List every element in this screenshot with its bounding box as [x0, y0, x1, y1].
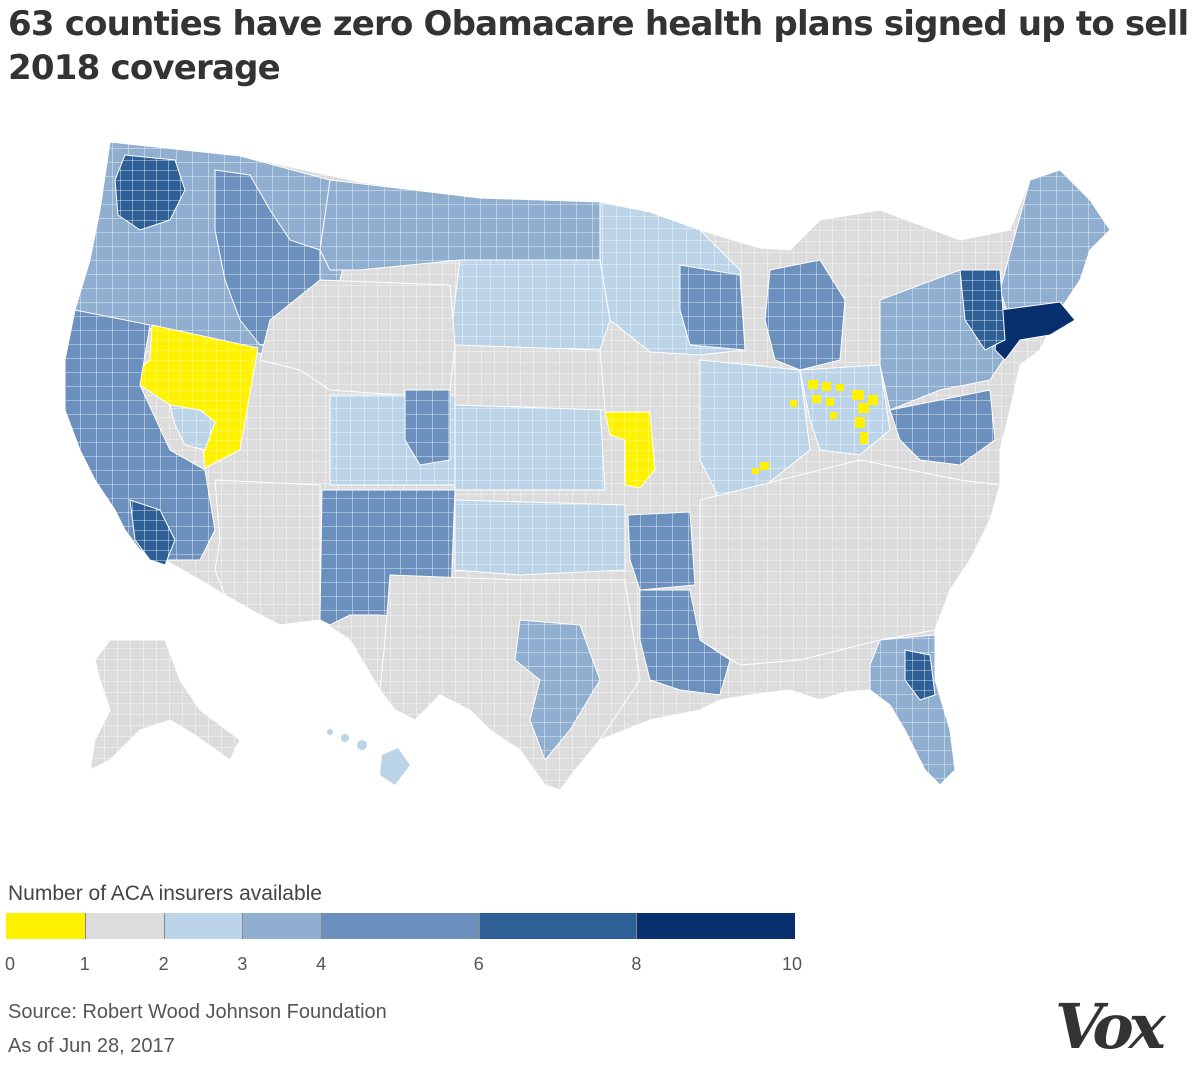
region-colorado-dark: [404, 389, 451, 466]
region-texas-gray: [379, 574, 641, 791]
ohio-zero-counties: [752, 380, 878, 474]
region-alaska: [89, 639, 241, 771]
region-arizona-gray: [214, 479, 321, 626]
region-nj-ct-mass: [994, 301, 1076, 361]
region-oklahoma-light: [454, 499, 626, 576]
legend-tick-label: 10: [781, 954, 803, 974]
region-dakotas-montana: [319, 179, 601, 271]
us-county-map: [64, 141, 1111, 791]
region-north-plains-light: [449, 259, 611, 351]
region-missouri-zero: [604, 411, 656, 489]
region-socal-dark: [129, 499, 176, 566]
legend-swatch: [84, 913, 165, 939]
legend-swatch: [636, 913, 795, 939]
legend-title: Number of ACA insurers available: [8, 882, 322, 905]
region-new-england: [999, 169, 1111, 321]
region-nevada-inner-light: [169, 404, 216, 451]
region-washington-dark: [114, 154, 186, 231]
region-ny-dark: [959, 269, 1006, 351]
legend-tick-label: 1: [79, 954, 90, 974]
legend-tick-label: 2: [158, 954, 169, 974]
legend-tick-label: 0: [4, 954, 16, 974]
legend-swatch: [163, 913, 244, 939]
region-florida-dark: [904, 649, 936, 701]
vox-logo: Vox: [1055, 990, 1172, 1063]
region-florida: [869, 634, 956, 786]
source-note: Source: Robert Wood Johnson Foundation: [8, 1001, 387, 1023]
as-of-date: As of Jun 28, 2017: [8, 1035, 175, 1057]
region-nebraska-gray: [454, 344, 606, 411]
region-michigan: [764, 259, 846, 371]
region-maryland-virginia: [889, 389, 996, 466]
region-mountain-gray: [259, 279, 456, 396]
legend-tick-label: 3: [237, 954, 248, 974]
region-southeast-gray: [699, 459, 1001, 666]
region-arkansas: [627, 511, 696, 591]
legend-swatch: [6, 913, 85, 939]
legend-swatch: [478, 913, 638, 939]
region-hawaii: [327, 729, 410, 785]
legend-bar: [6, 913, 795, 939]
legend-tick-label: 4: [316, 954, 327, 974]
svg-text:Vox: Vox: [1055, 990, 1167, 1063]
legend-tick-label: 6: [473, 954, 484, 974]
legend-swatch: [242, 913, 323, 939]
legend-tick-label: 8: [631, 954, 642, 974]
legend-swatch: [321, 913, 480, 939]
region-wisconsin-dark: [679, 264, 746, 351]
region-texas-blue-patches: [514, 619, 601, 761]
region-central-plains: [454, 399, 606, 491]
chart-title: 63 counties have zero Obamacare health p…: [8, 4, 1189, 88]
region-louisiana: [639, 589, 731, 696]
